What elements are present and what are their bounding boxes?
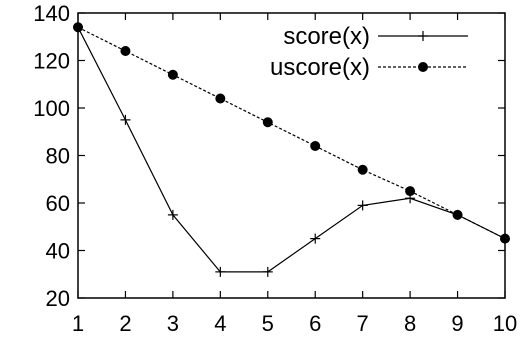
series-uscore [73, 22, 510, 244]
x-tick-label: 6 [309, 311, 321, 336]
x-tick-label: 7 [357, 311, 369, 336]
y-tick-label: 40 [46, 239, 70, 264]
x-tick-label: 2 [119, 311, 131, 336]
data-point [120, 114, 131, 125]
y-tick-label: 20 [46, 286, 70, 311]
series-line [77, 27, 506, 273]
axis-ticks [77, 12, 506, 299]
x-tick-label: 3 [167, 311, 179, 336]
data-point [262, 117, 273, 128]
data-point [167, 69, 178, 80]
plot-frame [77, 12, 506, 299]
legend: score(x) uscore(x) [270, 23, 468, 81]
y-tick-label: 100 [33, 96, 70, 121]
x-tick-label: 4 [214, 311, 226, 336]
data-point [310, 141, 321, 151]
legend-marker [418, 62, 428, 72]
x-tick-label: 9 [451, 311, 463, 336]
data-point [452, 209, 463, 220]
tick-labels: 1 2 3 4 5 6 7 8 9 10 20 40 60 80 100 120 140 [33, 1, 517, 336]
series-score [73, 22, 510, 277]
data-point [262, 266, 273, 277]
plot-series [73, 22, 510, 277]
data-point [405, 186, 416, 197]
x-tick-label: 5 [262, 311, 274, 336]
y-tick-label: 120 [33, 49, 70, 74]
series-line [77, 26, 506, 240]
data-point [310, 233, 321, 244]
legend-label: uscore(x) [270, 54, 370, 81]
y-tick-label: 80 [46, 144, 70, 169]
data-point [167, 209, 178, 220]
x-tick-label: 1 [72, 311, 84, 336]
legend-marker [418, 31, 428, 41]
legend-label: score(x) [283, 23, 370, 50]
data-point [215, 266, 226, 277]
y-tick-label: 60 [46, 191, 70, 216]
data-point [215, 93, 226, 104]
data-point [357, 200, 368, 211]
x-tick-label: 8 [404, 311, 416, 336]
y-tick-label: 140 [33, 1, 70, 26]
data-point [120, 46, 131, 56]
data-point [357, 164, 368, 175]
x-tick-label: 10 [493, 311, 517, 336]
